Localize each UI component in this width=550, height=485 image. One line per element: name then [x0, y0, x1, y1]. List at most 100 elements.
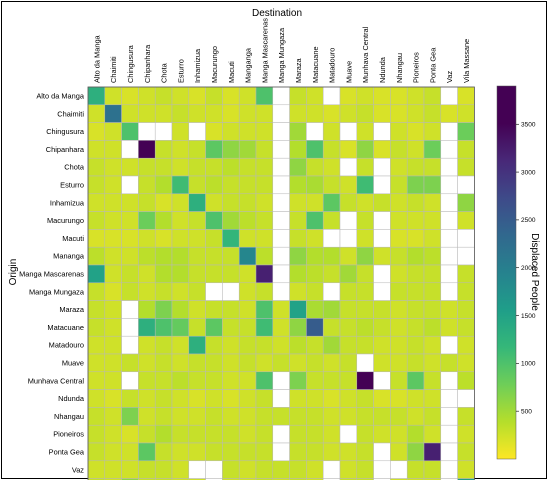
- y-tick-label: Chota: [64, 163, 85, 172]
- heatmap-cell: [222, 407, 240, 426]
- heatmap-cell: [222, 246, 240, 266]
- heatmap-cell: [138, 229, 156, 248]
- x-tick-label: Munhava Central: [361, 26, 370, 83]
- heatmap-cell: [322, 407, 341, 426]
- x-tick-label: Chaimiti: [109, 56, 118, 83]
- x-tick-label: Ndunda: [378, 56, 387, 83]
- heatmap-cell: [188, 122, 206, 141]
- heatmap-cell: [440, 193, 458, 212]
- heatmap-cell: [104, 104, 122, 123]
- heatmap-cell: [322, 211, 341, 230]
- heatmap-cell: [87, 86, 106, 106]
- heatmap-cell: [373, 246, 391, 266]
- heatmap-cell: [138, 140, 156, 159]
- heatmap-cell: [306, 335, 324, 355]
- heatmap-cell: [272, 264, 290, 284]
- heatmap-cell: [406, 371, 425, 390]
- heatmap-cell: [272, 318, 290, 337]
- heatmap-cell: [440, 229, 458, 248]
- x-tick-label: Maraza: [294, 57, 303, 83]
- heatmap-cell: [238, 300, 257, 319]
- heatmap-cell: [87, 140, 106, 159]
- heatmap-cell: [356, 371, 374, 390]
- heatmap-cell: [104, 229, 122, 248]
- heatmap-cell: [457, 193, 475, 212]
- heatmap-cell: [322, 264, 341, 284]
- heatmap-cell: [339, 122, 358, 141]
- heatmap-cell: [440, 140, 458, 159]
- heatmap-cell: [205, 175, 223, 195]
- heatmap-cell: [423, 122, 442, 141]
- heatmap-cell: [322, 229, 341, 248]
- heatmap-cell: [121, 229, 139, 248]
- heatmap-cell: [373, 442, 391, 462]
- heatmap-cell: [154, 264, 173, 284]
- heatmap-cell: [87, 335, 106, 355]
- heatmap-cell: [339, 264, 358, 284]
- heatmap-cell: [457, 246, 475, 266]
- heatmap-cell: [339, 300, 358, 319]
- heatmap-cell: [188, 282, 206, 301]
- y-tick-label: Maraza: [59, 305, 85, 314]
- heatmap-cell: [205, 442, 223, 462]
- heatmap-cell: [171, 282, 190, 301]
- heatmap-cell: [121, 460, 139, 479]
- heatmap-cell: [356, 211, 374, 230]
- colorbar-title: Displaced People: [529, 233, 540, 311]
- heatmap-cell: [255, 264, 274, 284]
- heatmap-cell: [205, 300, 223, 319]
- heatmap-cell: [255, 300, 274, 319]
- y-axis-title: Origin: [8, 259, 19, 286]
- heatmap-cell: [272, 157, 290, 177]
- heatmap-cell: [255, 86, 274, 106]
- heatmap-cell: [390, 140, 408, 159]
- heatmap-cell: [121, 318, 139, 337]
- heatmap-cell: [339, 318, 358, 337]
- heatmap-cell: [457, 157, 475, 177]
- grid-border: [87, 86, 475, 485]
- heatmap-cell: [289, 300, 307, 319]
- heatmap-cell: [440, 442, 458, 462]
- heatmap-cell: [440, 460, 458, 479]
- heatmap-cell: [457, 318, 475, 337]
- heatmap-cell: [255, 318, 274, 337]
- heatmap-cell: [255, 157, 274, 177]
- heatmap-cell: [255, 211, 274, 230]
- heatmap-cell: [390, 335, 408, 355]
- heatmap-cell: [322, 478, 341, 485]
- heatmap-cell: [222, 389, 240, 408]
- y-tick-label: Manga Mungaza: [29, 287, 85, 296]
- heatmap-cell: [188, 246, 206, 266]
- heatmap-cell: [188, 175, 206, 195]
- heatmap-cell: [423, 140, 442, 159]
- heatmap-cell: [406, 157, 425, 177]
- heatmap-cell: [138, 246, 156, 266]
- heatmap-cell: [339, 407, 358, 426]
- y-tick-label: Matacuane: [47, 323, 84, 332]
- y-tick-label: Macuti: [62, 234, 84, 243]
- heatmap-cell: [440, 478, 458, 485]
- heatmap-cell: [188, 389, 206, 408]
- y-tick-label: Alto da Manga: [36, 92, 85, 101]
- heatmap-cell: [138, 424, 156, 444]
- heatmap-cell: [440, 335, 458, 355]
- heatmap-cell: [188, 335, 206, 355]
- heatmap-cell: [289, 122, 307, 141]
- x-tick-label: Esturro: [176, 59, 185, 83]
- heatmap-cell: [423, 353, 442, 373]
- heatmap-cell: [238, 442, 257, 462]
- heatmap-cell: [390, 318, 408, 337]
- heatmap-cell: [356, 442, 374, 462]
- heatmap-cell: [104, 193, 122, 212]
- heatmap-cell: [306, 353, 324, 373]
- heatmap-cell: [154, 389, 173, 408]
- heatmap-cell: [423, 229, 442, 248]
- heatmap-cell: [440, 407, 458, 426]
- heatmap-cell: [322, 371, 341, 390]
- heatmap-cell: [339, 353, 358, 373]
- y-tick-label: Munhava Central: [28, 376, 85, 385]
- heatmap-cell: [339, 175, 358, 195]
- heatmap-cell: [171, 371, 190, 390]
- heatmap-cell: [440, 122, 458, 141]
- heatmap-cell: [356, 264, 374, 284]
